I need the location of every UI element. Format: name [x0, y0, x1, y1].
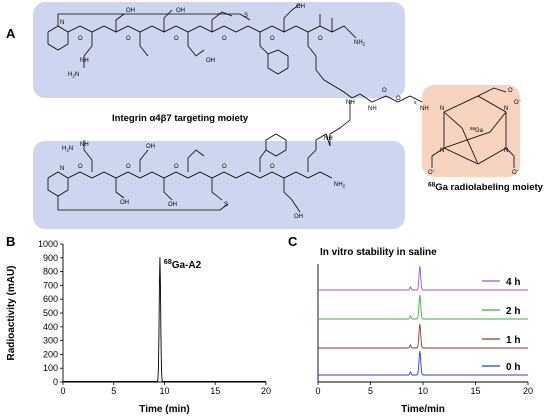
atom-oh-bottom-3: OH: [168, 202, 177, 208]
chart-c-xtick-label: 20: [523, 386, 533, 396]
chart-b-ylabel: Radioactivity (mAU): [6, 265, 17, 360]
atom-n-chel-1: N: [440, 106, 444, 112]
atom-o-top-1: O: [78, 36, 83, 42]
chart-b-ytick-label: 600: [43, 294, 58, 304]
chart-b-xtick-label: 15: [210, 386, 220, 396]
targeting-moiety-label: Integrin α4β7 targeting moiety: [112, 113, 249, 124]
chart-c-trace: [318, 265, 528, 291]
chart-b-ticks: 0 100 200 300 400 500 600 700 800 900 1000 0 5 10 15 20: [38, 239, 271, 396]
chart-b-ytick-label: 0: [53, 377, 58, 387]
atom-n-chel-2: N: [504, 106, 508, 112]
radiolabel-moiety-label: 68Ga radiolabeling moiety: [428, 182, 544, 194]
atom-o-peg: O: [382, 88, 387, 94]
atom-oh-top: OH: [176, 8, 185, 14]
atom-h2n-top: H2N: [68, 72, 79, 79]
atom-oh-bottom-2: OH: [120, 200, 129, 206]
atom-o-bottom-3: O: [174, 164, 179, 170]
atom-o-peg-2: O: [396, 96, 401, 102]
chart-b-ytick-label: 500: [43, 308, 58, 318]
molecule-skeleton: [47, 3, 515, 213]
atom-oh-glu: OH: [296, 4, 305, 10]
chart-b-series-label: 68Ga-A2: [164, 259, 202, 271]
atom-nh-linker-2: NH: [368, 106, 377, 112]
chart-b-xlabel: Time (min): [139, 404, 189, 415]
chart-b-ytick-label: 900: [43, 253, 58, 263]
chart-c-trace: [318, 350, 528, 376]
chart-c-xtick-label: 10: [418, 386, 428, 396]
atom-peg-sub: 6: [414, 100, 417, 105]
chart-b-xtick-label: 20: [261, 386, 271, 396]
panel-c: C In vitro stability in saline 0 5 10 15 20 …: [288, 234, 533, 415]
atom-n-top: N: [60, 20, 64, 26]
atom-o-bottom-4: O: [222, 164, 227, 170]
atom-nh2-top: NH2: [354, 40, 366, 47]
atom-o-top-2: O: [126, 36, 131, 42]
atom-o-bottom-5: O: [270, 164, 275, 170]
chart-b-ytick-label: 400: [43, 322, 58, 332]
peptide-box-bottom: [33, 141, 405, 229]
chart-b-ytick-label: 700: [43, 280, 58, 290]
chelate-center: 68Ga: [470, 126, 484, 134]
chart-c-legend-label: 0 h: [506, 362, 520, 373]
chart-b-ytick-label: 100: [43, 363, 58, 373]
chart-c-axes: [317, 264, 528, 383]
chart-b-xtick-label: 10: [159, 386, 169, 396]
atom-nh2-bottom: NH2: [334, 182, 346, 189]
atom-oh-bottom-4: OH: [294, 214, 303, 220]
atom-o-top-3: O: [174, 36, 179, 42]
chart-c-trace: [318, 294, 528, 320]
chart-b-trace: [63, 257, 266, 382]
chart-c-legend-label: 1 h: [506, 335, 520, 346]
chart-c-xtick-label: 5: [368, 386, 373, 396]
chart-c-xtick-label: 0: [315, 386, 320, 396]
panel-label-b: B: [6, 234, 15, 249]
chart-c-ticks: 0 5 10 15 20: [315, 382, 533, 396]
atom-nh-linker: NH: [346, 100, 355, 106]
atom-oh-bottom-1: OH: [146, 144, 155, 150]
atom-oh-top-3: OH: [206, 58, 215, 64]
chart-c-xlabel: Time/min: [401, 404, 445, 415]
panel-label-c: C: [288, 234, 298, 249]
chart-c-legend-label: 4 h: [506, 277, 520, 288]
chart-c-series: 4 h 2 h 1 h 0 h: [318, 265, 528, 376]
atom-oh-top-2: OH: [126, 8, 135, 14]
chart-b-xtick-label: 5: [111, 386, 116, 396]
atom-o-top-6: O: [318, 36, 323, 42]
atom-o-top-4: O: [222, 36, 227, 42]
peptide-box-top: [33, 2, 405, 98]
atom-nh-bottom: NH: [80, 142, 89, 148]
chart-c-title: In vitro stability in saline: [320, 247, 437, 258]
atom-o-bottom-1: O: [78, 164, 83, 170]
atom-nh-linker-3: NH: [420, 106, 429, 112]
chart-c-trace: [318, 323, 528, 349]
chelator-box: [422, 85, 520, 177]
panel-b: B 0 100 200 300 400 500 600 700 800 900 1000 0 5 10 15…: [6, 234, 271, 415]
atom-nh-top: NH: [80, 58, 89, 64]
atom-s-bottom: S: [224, 202, 228, 208]
chart-b-xtick-label: 0: [60, 386, 65, 396]
chart-c-xtick-label: 15: [470, 386, 480, 396]
atom-o-top-5: O: [270, 36, 275, 42]
chart-c-legend-label: 2 h: [506, 306, 520, 317]
atom-o-chel-1: O: [508, 88, 513, 94]
panel-label-a: A: [6, 26, 16, 41]
chart-b-ytick-label: 300: [43, 336, 58, 346]
atom-o-bottom-2: O: [126, 164, 131, 170]
chart-b-ytick-label: 800: [43, 267, 58, 277]
chart-b-ytick-label: 200: [43, 349, 58, 359]
atom-labels: S OH OH OH O O O O O O OH N H2N NH NH2 N…: [60, 4, 522, 220]
atom-ominus-chel-3: O−: [512, 168, 520, 176]
atom-n-bottom: N: [60, 166, 64, 172]
atom-ominus-chel-1: O−: [514, 98, 522, 106]
atom-s-top: S: [244, 13, 248, 19]
atom-n-chel-3: N: [440, 148, 444, 154]
atom-h2n-bottom: H2N: [62, 146, 73, 153]
atom-n-chel-4: N: [504, 148, 508, 154]
atom-nh-linker-4: NH: [324, 136, 333, 142]
chart-b-ytick-label: 1000: [38, 239, 58, 249]
atom-ominus-chel-2: O−: [428, 168, 436, 176]
